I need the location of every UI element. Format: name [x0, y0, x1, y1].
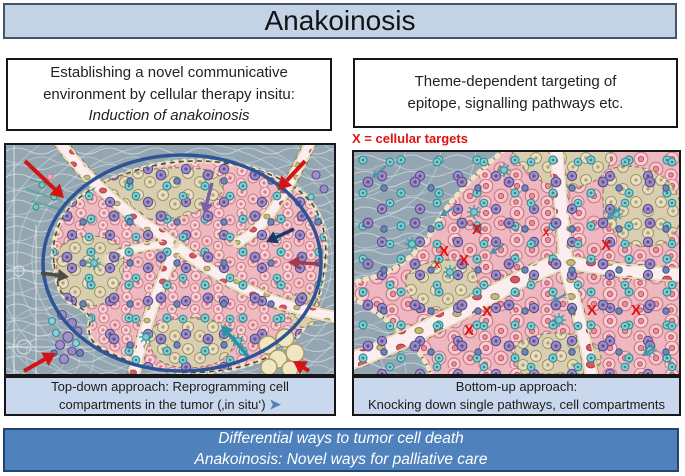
figure-title: Anakoinosis — [264, 5, 416, 36]
small-blue-arrow — [552, 293, 567, 303]
cellular-target-x-icon: X — [631, 302, 641, 319]
immune-cell-sprinkles — [354, 152, 679, 374]
grid-marks — [6, 145, 92, 374]
conclusion-line: Anakoinosis: Novel ways for palliative c… — [194, 451, 488, 468]
left-illustration-panel — [4, 143, 336, 376]
cellular-target-x-icon: X — [464, 322, 474, 339]
cellular-target-x-icon: X — [601, 237, 611, 254]
small-blue-arrow — [642, 347, 655, 356]
left-caption-line2: compartments in the tumor (‚in situ‘) ➤ — [6, 395, 334, 414]
cellular-target-x-icon: X — [472, 221, 482, 238]
conclusion-bar: Differential ways to tumor cell death An… — [3, 428, 679, 472]
red-arrow-top-right — [278, 159, 307, 190]
cellular-target-x-icon: X — [434, 260, 441, 271]
right-statement-box: Theme-dependent targeting of epitope, si… — [353, 58, 678, 128]
cellular-target-x-icon: X — [587, 302, 597, 319]
small-blue-arrow — [606, 207, 621, 220]
purple-arrow — [200, 182, 214, 214]
teal-arrow — [221, 325, 250, 358]
left-caption-line2-text: compartments in the tumor (‚in situ‘) — [59, 397, 266, 413]
gray-arrow — [40, 268, 69, 282]
small-blue-arrow — [440, 207, 455, 217]
left-statement-box: Establishing a novel communicative envir… — [6, 58, 332, 131]
navy-arrow — [266, 227, 295, 244]
tumor-illustration-top-down — [6, 145, 334, 374]
small-blue-arrow — [372, 165, 387, 178]
red-arrow-bottom-left — [23, 352, 56, 373]
right-statement-line: epitope, signalling pathways etc. — [407, 95, 624, 112]
x-cellular-targets-legend: X = cellular targets — [352, 131, 468, 146]
red-arrow-bottom-right — [293, 361, 311, 374]
forward-arrow-icon: ➤ — [269, 396, 281, 413]
left-statement-line: environment by cellular therapy insitu: — [43, 85, 295, 103]
cellular-target-x-icon: X — [459, 252, 469, 269]
left-statement-line: Establishing a novel communicative — [50, 63, 288, 81]
red-arrow-top-left — [23, 159, 64, 198]
left-caption-box: Top-down approach: Reprogramming cell co… — [4, 376, 336, 416]
darkred-arrow-right — [288, 256, 320, 270]
figure-title-bar: Anakoinosis — [3, 3, 677, 39]
cellular-target-x-icon: X — [439, 243, 449, 260]
tumor-boundary-circle — [41, 153, 323, 373]
left-statement-line-italic: Induction of anakoinosis — [88, 107, 250, 125]
right-statement-line: Theme-dependent targeting of — [414, 73, 617, 91]
conclusion-line: Differential ways to tumor cell death — [218, 430, 464, 448]
left-caption-line: Top-down approach: Reprogramming cell — [51, 378, 289, 394]
right-caption-line: Bottom-up approach: — [455, 379, 578, 395]
cellular-target-x-icon: X — [482, 303, 492, 320]
cellular-target-x-icon: X — [543, 228, 550, 239]
small-blue-arrow — [490, 243, 505, 254]
right-caption-box: Bottom-up approach: Knocking down single… — [352, 376, 681, 416]
right-caption-line: Knocking down single pathways, cell comp… — [368, 397, 665, 412]
